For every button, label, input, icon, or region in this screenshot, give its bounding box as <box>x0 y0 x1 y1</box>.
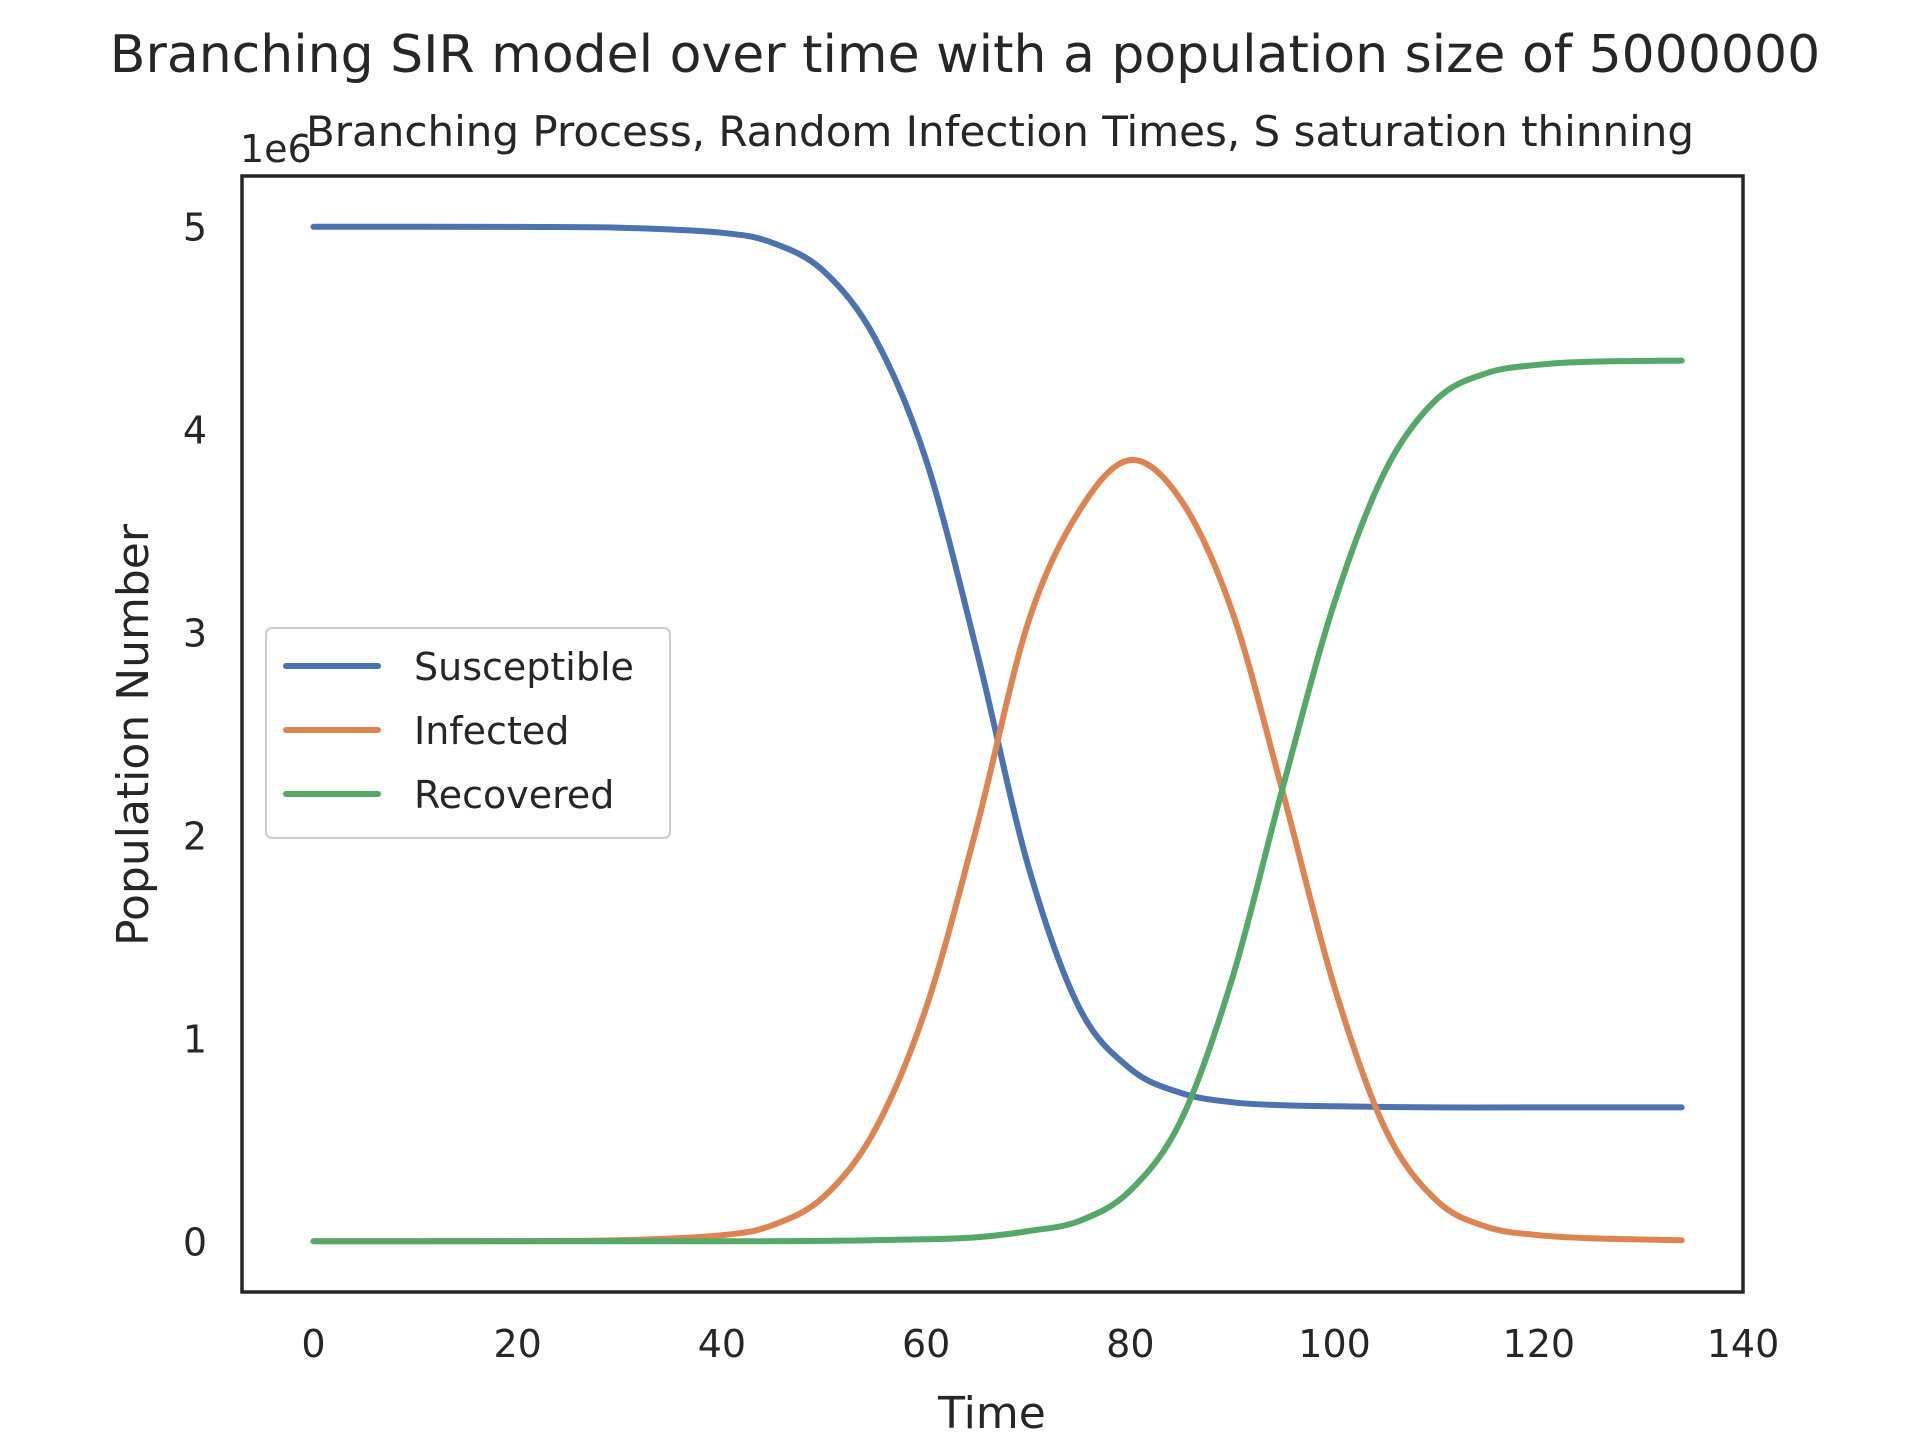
chart-suptitle: Branching SIR model over time with a pop… <box>110 25 1820 85</box>
legend-label-infected: Infected <box>414 709 569 753</box>
y-tick-label: 4 <box>183 409 207 453</box>
series-line-infected <box>310 457 1685 1245</box>
y-tick-label: 5 <box>183 206 207 250</box>
x-tick-label: 100 <box>1298 1322 1371 1366</box>
y-offset-label: 1e6 <box>240 127 312 171</box>
legend-label-recovered: Recovered <box>414 773 614 817</box>
legend-label-susceptible: Susceptible <box>414 645 634 689</box>
series-line-susceptible <box>310 223 1685 1111</box>
axis-ticks: 0 20 40 60 80 100 120 140 0 1 2 3 4 5 <box>183 206 1779 1366</box>
y-tick-label: 2 <box>183 814 207 858</box>
x-tick-label: 80 <box>1106 1322 1154 1366</box>
chart-title: Branching Process, Random Infection Time… <box>306 107 1694 156</box>
x-tick-label: 40 <box>698 1322 746 1366</box>
x-tick-label: 20 <box>494 1322 542 1366</box>
y-tick-label: 3 <box>183 612 207 656</box>
y-axis-label: Population Number <box>108 523 159 946</box>
x-axis-label: Time <box>937 1388 1046 1439</box>
plot-lines <box>310 223 1685 1245</box>
series-line-recovered <box>310 357 1685 1245</box>
y-tick-label: 0 <box>183 1220 207 1264</box>
legend-box <box>265 627 671 839</box>
x-tick-label: 0 <box>301 1322 325 1366</box>
x-tick-label: 60 <box>902 1322 950 1366</box>
x-tick-label: 140 <box>1707 1322 1780 1366</box>
x-tick-label: 120 <box>1503 1322 1576 1366</box>
plot-frame <box>240 174 1745 1294</box>
legend: Susceptible Infected Recovered <box>265 627 671 839</box>
y-tick-label: 1 <box>183 1017 207 1061</box>
